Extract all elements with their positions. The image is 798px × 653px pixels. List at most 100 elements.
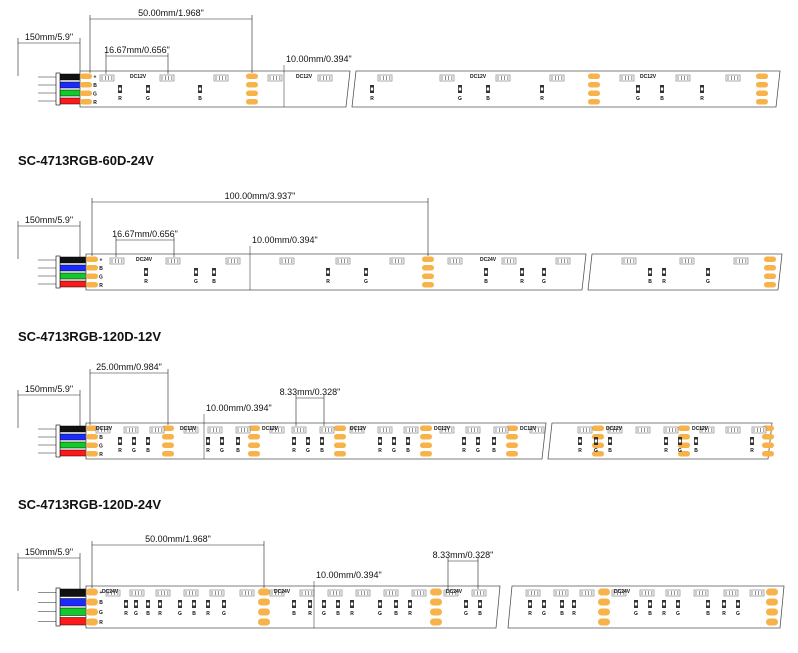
resistor-label: R (528, 611, 532, 617)
resistor-marking (750, 439, 754, 443)
voltage-label: DC24V (136, 257, 153, 263)
pin-label: + (100, 257, 103, 263)
solder-pad (506, 451, 518, 457)
resistor-marking (336, 602, 340, 606)
resistor-marking (408, 602, 412, 606)
resistor-label: R (308, 611, 312, 617)
solder-pad (592, 451, 604, 457)
pin-label: G (99, 610, 103, 616)
pin-label: G (93, 91, 97, 97)
led-chip (577, 426, 593, 434)
resistor-label: B (648, 279, 652, 285)
resistor-label: R (700, 96, 704, 102)
voltage-label: DC12V (692, 426, 709, 432)
resistor-label: G (476, 448, 480, 454)
resistor-marking (326, 270, 330, 274)
resistor-marking (540, 87, 544, 91)
resistor-marking (542, 602, 546, 606)
strip3-title: SC-4713RGB-120D-12V (18, 329, 162, 344)
solder-pad (420, 451, 432, 457)
solder-pad (80, 82, 92, 88)
resistor-label: G (194, 279, 198, 285)
solder-pad (334, 442, 346, 448)
dimension: 16.67mm/0.656" (104, 45, 170, 74)
resistor-label: B (492, 448, 496, 454)
solder-pad (258, 598, 270, 606)
solder-pad (80, 73, 92, 79)
solder-pad (422, 273, 434, 279)
solder-pad (598, 608, 610, 616)
resistor-label: G (132, 448, 136, 454)
dimension: 100.00mm/3.937" (91, 191, 429, 256)
resistor-label: R (326, 279, 330, 285)
dimension-label: 50.00mm/1.968" (138, 8, 204, 18)
resistor-label: R (206, 611, 210, 617)
resistor-label: G (542, 279, 546, 285)
led-chip (239, 589, 255, 597)
voltage-label: DC24V (614, 589, 631, 595)
resistor-label: G (364, 279, 368, 285)
solder-pad (86, 451, 98, 457)
resistor-marking (722, 602, 726, 606)
resistor-label: R (350, 611, 354, 617)
dimension: 150mm/5.9" (17, 384, 81, 428)
resistor-marking (158, 602, 162, 606)
solder-pad (86, 442, 98, 448)
led-chip (501, 257, 517, 265)
led-chip (635, 426, 651, 434)
led-chip (733, 257, 749, 265)
led-chip (663, 426, 679, 434)
resistor-label: R (144, 279, 148, 285)
led-chip (471, 589, 487, 597)
solder-pad (766, 618, 778, 626)
solder-pad (248, 425, 260, 431)
led-chip (159, 74, 175, 82)
dimension: 8.33mm/0.328" (433, 550, 493, 589)
resistor-marking (118, 87, 122, 91)
resistor-label: G (222, 611, 226, 617)
resistor-marking (660, 87, 664, 91)
resistor-label: G (594, 448, 598, 454)
led-chip (693, 589, 709, 597)
resistor-marking (134, 602, 138, 606)
resistor-marking (206, 439, 210, 443)
dimension-label: 16.67mm/0.656" (112, 229, 178, 239)
resistor-label: B (660, 96, 664, 102)
resistor-marking (146, 87, 150, 91)
led-chip (123, 426, 139, 434)
led-chip (99, 74, 115, 82)
resistor-label: B (608, 448, 612, 454)
dimension-label: 8.33mm/0.328" (280, 387, 341, 397)
solder-pad (86, 425, 98, 431)
voltage-label: DC24V (274, 589, 291, 595)
solder-pad (86, 265, 98, 271)
solder-pad (420, 442, 432, 448)
led-chip (529, 426, 545, 434)
resistor-label: R (118, 448, 122, 454)
resistor-marking (222, 602, 226, 606)
resistor-marking (392, 439, 396, 443)
led-chip (105, 589, 121, 597)
pcb-segment (507, 585, 785, 629)
dimension: 25.00mm/0.984" (89, 362, 169, 425)
solder-pad (762, 434, 774, 440)
led-chip (679, 257, 695, 265)
resistor-label: R (378, 448, 382, 454)
pin-label: B (99, 435, 103, 441)
resistor-marking (528, 602, 532, 606)
resistor-marking (706, 270, 710, 274)
resistor-marking (220, 439, 224, 443)
solder-pad (258, 588, 270, 596)
resistor-label: G (676, 611, 680, 617)
resistor-label: B (236, 448, 240, 454)
resistor-label: R (662, 279, 666, 285)
dimension: 150mm/5.9" (17, 215, 81, 259)
dimension-label: 150mm/5.9" (25, 384, 73, 394)
resistor-marking (146, 439, 150, 443)
solder-pad (506, 425, 518, 431)
led-chip (723, 589, 739, 597)
solder-pad (598, 618, 610, 626)
solder-pad (430, 608, 442, 616)
resistor-marking (236, 439, 240, 443)
